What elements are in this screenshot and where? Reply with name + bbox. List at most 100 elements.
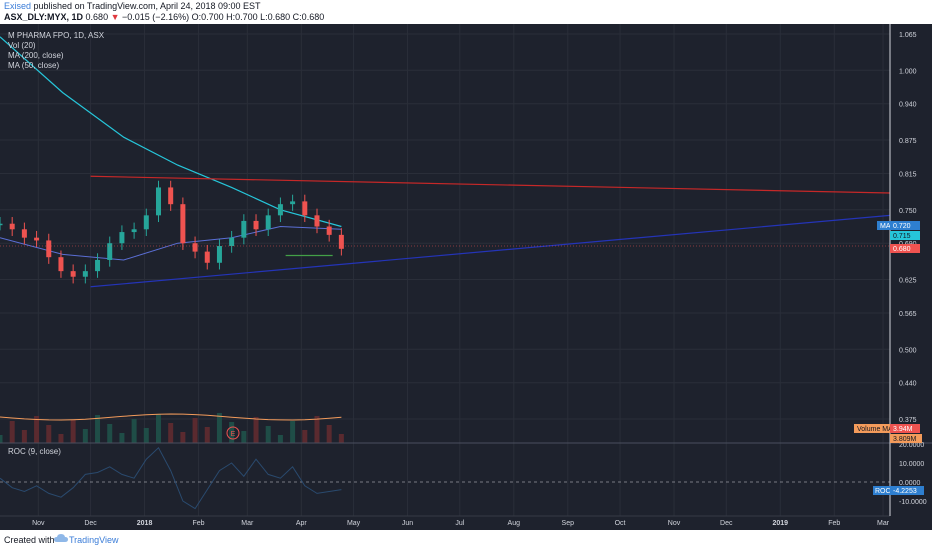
time-axis-label: Feb <box>828 520 840 527</box>
time-axis-label: May <box>347 520 361 527</box>
candle-body <box>180 204 186 244</box>
candle-body <box>241 220 247 238</box>
earnings-marker[interactable] <box>226 426 240 440</box>
tradingview-cloud-icon <box>54 534 68 542</box>
candles <box>0 180 344 284</box>
price-axis-label: 0.440 <box>899 381 917 388</box>
roc-axis-label: 10.0000 <box>899 461 924 468</box>
volume-ma-tag: Volume MA 3.94M <box>854 424 920 433</box>
volume-bar <box>180 432 186 443</box>
roc-tag-value: -4.2253 <box>893 488 917 495</box>
volume-bar <box>9 421 15 443</box>
publish-line: Exised published on TradingView.com, Apr… <box>4 1 261 11</box>
price-axis-label: 1.000 <box>899 68 917 75</box>
candle-body <box>21 229 27 238</box>
price-axis-label: 1.065 <box>899 32 917 39</box>
volume-bar <box>253 417 259 443</box>
time-axis-label: 2019 <box>772 520 788 527</box>
legend-ma200[interactable]: MA (200, close) <box>8 51 64 60</box>
volume-ma-tag-value: 3.94M <box>893 426 913 433</box>
volume-bar <box>290 421 296 443</box>
time-axis-label: Apr <box>296 520 308 527</box>
roc-axis-label: 0.0000 <box>899 480 921 487</box>
author-link[interactable]: Exised <box>4 1 32 11</box>
footer-brand-link[interactable]: TradingView <box>69 535 119 545</box>
legend-roc[interactable]: ROC (9, close) <box>8 447 61 456</box>
time-axis-label: Nov <box>668 520 681 527</box>
volume-tag-value: 3.809M <box>893 436 917 443</box>
candle-body <box>155 187 161 216</box>
volume-bar <box>314 416 320 443</box>
candle-body <box>119 232 125 244</box>
roc-axis-label: 20.0000 <box>899 442 924 449</box>
price-axis-label: 0.875 <box>899 138 917 145</box>
volume-bars <box>0 413 344 443</box>
volume-bar <box>95 415 101 443</box>
ma-tag-value: 0.720 <box>893 223 911 230</box>
ma50-tag-value: 0.715 <box>893 233 911 240</box>
candle-body <box>229 237 235 247</box>
candle-body <box>302 201 308 216</box>
time-axis-label: 2018 <box>137 520 153 527</box>
volume-bar <box>46 425 52 443</box>
volume-bar <box>82 429 88 443</box>
chart-background <box>0 24 932 530</box>
time-axis-label: Jun <box>402 520 413 527</box>
chart-header: Exised published on TradingView.com, Apr… <box>0 0 932 24</box>
volume-bar <box>21 430 27 443</box>
candle-body <box>107 243 113 260</box>
legend-ma50[interactable]: MA (50, close) <box>8 61 59 70</box>
volume-bar <box>119 433 125 443</box>
volume-bar <box>216 413 222 443</box>
candle-body <box>143 215 149 230</box>
volume-bar <box>155 414 161 443</box>
roc-line <box>0 446 342 510</box>
change-arrow-icon: ▼ <box>110 12 120 22</box>
candle-body <box>95 259 101 272</box>
candle-body <box>82 271 88 277</box>
volume-bar <box>58 434 64 443</box>
ohlc-values: O:0.700 H:0.700 L:0.680 C:0.680 <box>191 12 325 22</box>
volume-ma-tag-label: Volume MA <box>857 426 893 433</box>
time-axis-label: Nov <box>32 520 45 527</box>
roc-tag: ROC -4.2253 <box>873 486 924 495</box>
candle-body <box>0 223 3 226</box>
candle-body <box>9 223 15 230</box>
volume-bar <box>302 430 308 443</box>
earnings-marker-label: E <box>231 431 236 438</box>
candle-body <box>216 246 222 263</box>
volume-bar <box>168 423 174 443</box>
legend-vol[interactable]: Vol (20) <box>8 41 36 50</box>
time-axis[interactable]: Nov Dec 2018 Feb Mar Apr May Jun Jul Aug Sep Oct Nov… <box>32 520 890 527</box>
trendlines[interactable] <box>90 175 891 288</box>
candle-body <box>58 257 64 272</box>
chart-canvas[interactable]: M PHARMA FPO, 1D, ASX Vol (20) MA (200, … <box>0 24 932 530</box>
price-axis-label: 0.375 <box>899 417 917 424</box>
candle-body <box>34 237 40 241</box>
ma-tag-label: MA <box>880 223 891 230</box>
volume-bar <box>241 431 247 443</box>
roc-axis[interactable]: 20.0000 10.0000 0.0000 -10.0000 <box>899 442 927 506</box>
ma-price-tag: MA 0.720 <box>877 221 920 230</box>
time-axis-label: Mar <box>241 520 254 527</box>
time-axis-label: Dec <box>84 520 97 527</box>
price-axis-label: 0.940 <box>899 102 917 109</box>
volume-bar <box>204 427 210 443</box>
symbol-label: ASX_DLY:MYX, 1D <box>4 12 84 22</box>
candle-body <box>253 220 259 230</box>
volume-bar <box>107 424 113 443</box>
ohlc-line: ASX_DLY:MYX, 1D 0.680 ▼ −0.015 (−2.16%) … <box>4 12 324 22</box>
candle-body <box>168 187 174 205</box>
time-axis-label: Oct <box>615 520 626 527</box>
time-axis-label: Feb <box>193 520 205 527</box>
footer: Created with TradingView <box>0 530 932 550</box>
candle-body <box>46 240 52 258</box>
volume-bar <box>338 434 344 443</box>
price-axis-label: 0.565 <box>899 311 917 318</box>
roc-tag-label: ROC <box>875 488 891 495</box>
last-price: 0.680 <box>85 12 109 22</box>
resistance-trendline <box>90 175 891 194</box>
support-trendline <box>90 214 891 288</box>
ma50-price-tag: 0.715 <box>890 231 920 240</box>
volume-bar <box>34 416 40 443</box>
